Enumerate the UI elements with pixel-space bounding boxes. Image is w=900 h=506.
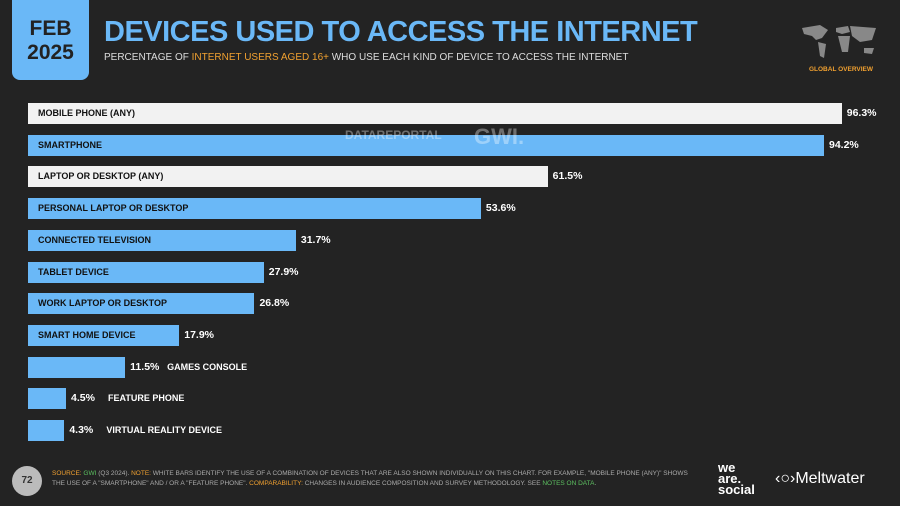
logo-line: we [718,460,736,475]
date-badge: FEB 2025 [12,0,89,80]
category-label: CONNECTED TELEVISION [38,234,152,245]
meltwater-icon: ‹○› [775,470,796,487]
date-year: 2025 [27,41,74,64]
source-rest: (Q3 2024). [96,470,132,477]
category-label: TABLET DEVICE [38,266,109,277]
bar [28,324,180,346]
value-label: 26.8% [259,297,290,310]
source-label: SOURCE: [52,470,84,477]
value-label: 4.3% [69,424,94,436]
we-are-social-logo: we are. social [718,460,755,497]
value-label: 94.2% [828,138,859,151]
section-label: GLOBAL OVERVIEW [808,66,874,73]
date-month: FEB [29,17,72,40]
category-label: MOBILE PHONE (ANY) [38,108,136,118]
category-label: SMARTPHONE [38,139,103,150]
logo-line: social [718,482,755,497]
bar [28,198,481,220]
source-name: GWI [83,470,97,477]
logo-line: are. [718,471,742,486]
page-number: 72 [12,466,42,496]
bar [28,134,824,156]
category-label: WORK LAPTOP OR DESKTOP [38,298,168,309]
value-label: 61.5% [552,170,583,183]
bar [28,103,842,124]
subtitle-highlight: INTERNET USERS AGED 16+ [191,52,329,63]
bar [28,420,65,441]
footnote-end: . [594,480,597,487]
meltwater-text: Meltwater [795,470,865,487]
bar [28,229,296,251]
bar [28,166,548,188]
bar [28,293,255,315]
bar [28,356,126,378]
category-label: GAMES CONSOLE [167,361,248,372]
value-label: 11.5% [130,360,160,373]
value-label: 17.9% [184,328,215,341]
bar [28,388,67,410]
category-label: LAPTOP OR DESKTOP (ANY) [38,171,164,182]
gwi-watermark: GWI. [474,124,525,149]
category-label: PERSONAL LAPTOP OR DESKTOP [38,203,189,214]
category-label: SMART HOME DEVICE [38,329,136,340]
note-text: WHITE BARS IDENTIFY THE USE OF A COMBINA… [52,470,688,487]
subtitle-text-end: WHO USE EACH KIND OF DEVICE TO ACCESS TH… [328,52,629,63]
category-label: VIRTUAL REALITY DEVICE [106,425,223,435]
value-label: 4.5% [71,392,95,405]
notes-on-data-link[interactable]: NOTES ON DATA [542,480,595,487]
value-label: 96.3% [846,107,877,119]
subtitle-text: PERCENTAGE OF [104,52,192,63]
meltwater-logo: ‹○›Meltwater [775,470,865,488]
comparability-label: COMPARABILITY: [249,480,305,487]
category-label: FEATURE PHONE [108,393,185,404]
subtitle: PERCENTAGE OF INTERNET USERS AGED 16+ WH… [104,52,628,63]
datareportal-watermark: DATAREPORTAL [345,128,442,142]
comparability-text: CHANGES IN AUDIENCE COMPOSITION AND SURV… [304,480,543,487]
value-label: 31.7% [300,233,331,246]
footnote: SOURCE: GWI (Q3 2024). NOTE: WHITE BARS … [52,469,702,489]
value-label: 27.9% [268,265,299,278]
bar [28,261,264,283]
page-title: DEVICES USED TO ACCESS THE INTERNET [104,16,698,48]
value-label: 53.6% [485,202,516,215]
world-map-icon [802,25,876,58]
note-label: NOTE: [131,470,153,477]
